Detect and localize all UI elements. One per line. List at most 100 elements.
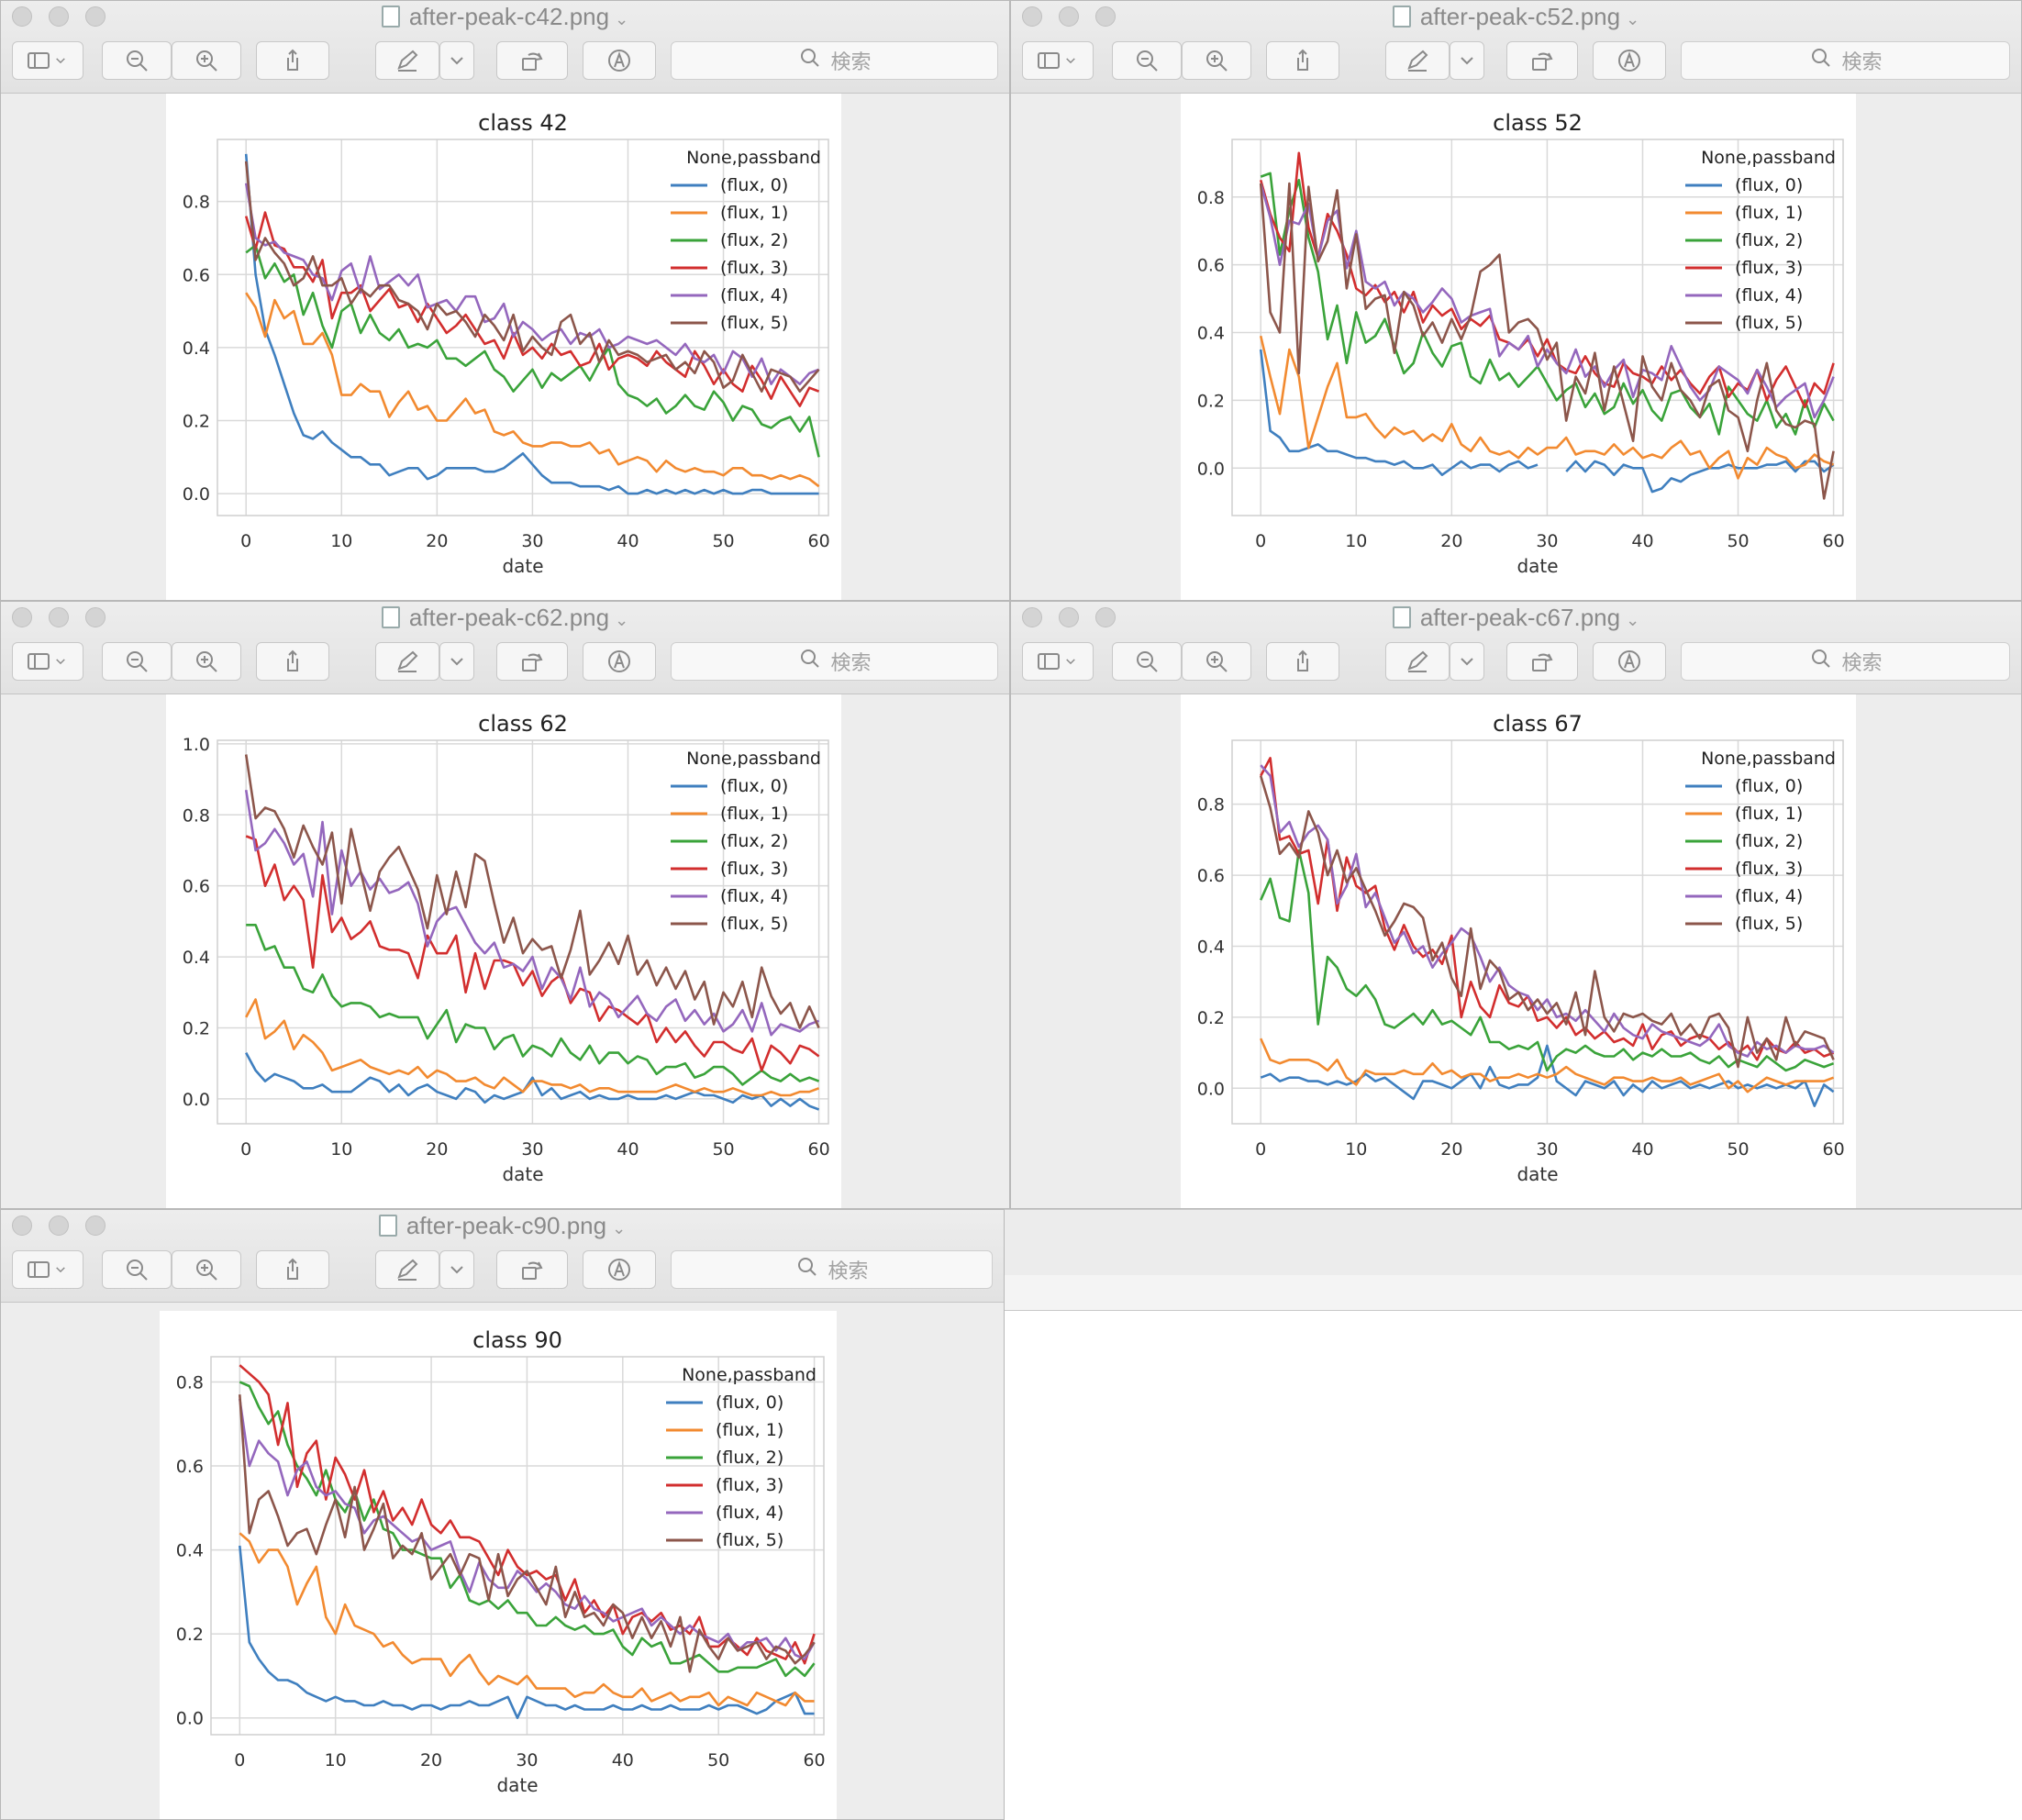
- x-tick-label: 40: [1631, 531, 1653, 551]
- series-line-flux-0: [244, 153, 819, 495]
- rotate-icon: [519, 48, 545, 73]
- legend-entry-label: (flux, 5): [716, 1530, 783, 1550]
- title-chevron-down-icon[interactable]: ⌄: [615, 611, 629, 629]
- sidebar-view-button[interactable]: [12, 1250, 83, 1289]
- annotate-button[interactable]: [583, 1250, 656, 1289]
- markup-pen-icon: [394, 48, 420, 73]
- window-title[interactable]: after-peak-c67.png ⌄: [1011, 602, 2021, 636]
- search-field[interactable]: 検索: [671, 1250, 993, 1289]
- zoom-in-button[interactable]: [172, 41, 241, 80]
- search-field[interactable]: 検索: [1681, 41, 2010, 80]
- image-viewport[interactable]: class 52 0 10 20 30 40 50 60 0.0 0.2 0.4 0.6 0.8 date…: [1011, 94, 2021, 600]
- markup-menu-button[interactable]: [1450, 642, 1484, 681]
- zoom-out-button[interactable]: [1112, 642, 1182, 681]
- rotate-button[interactable]: [496, 41, 568, 80]
- sidebar-view-button[interactable]: [12, 642, 83, 681]
- zoom-in-button[interactable]: [172, 642, 241, 681]
- markup-menu-button[interactable]: [439, 1250, 474, 1289]
- preview-window-w90[interactable]: after-peak-c90.png ⌄ 検索 class 90 0 10 20 30 40 50…: [0, 1209, 1005, 1820]
- zoom-in-button[interactable]: [1182, 642, 1251, 681]
- markup-menu-button[interactable]: [439, 41, 474, 80]
- zoom-in-button[interactable]: [1182, 41, 1251, 80]
- title-chevron-down-icon[interactable]: ⌄: [612, 1219, 627, 1237]
- close-window-button[interactable]: [12, 1215, 32, 1236]
- rotate-button[interactable]: [496, 642, 568, 681]
- search-placeholder: 検索: [1841, 50, 1883, 73]
- search-field[interactable]: 検索: [671, 41, 998, 80]
- y-tick-label: 0.4: [183, 338, 210, 359]
- close-window-button[interactable]: [1022, 6, 1042, 27]
- image-viewport[interactable]: class 67 0 10 20 30 40 50 60 0.0 0.2 0.4 0.6 0.8 date…: [1011, 694, 2021, 1208]
- preview-window-w62[interactable]: after-peak-c62.png ⌄ 検索 class 62 0 10 20 30 40 50…: [0, 601, 1010, 1209]
- zoom-window-button[interactable]: [85, 1215, 106, 1236]
- share-button[interactable]: [256, 642, 329, 681]
- zoom-window-button[interactable]: [1095, 6, 1116, 27]
- share-button[interactable]: [256, 1250, 329, 1289]
- window-title[interactable]: after-peak-c42.png ⌄: [1, 1, 1009, 35]
- zoom-out-button[interactable]: [102, 642, 172, 681]
- search-field[interactable]: 検索: [671, 642, 998, 681]
- sidebar-icon: [26, 649, 51, 674]
- window-titlebar[interactable]: after-peak-c42.png ⌄ 検索: [1, 1, 1009, 94]
- minimize-window-button[interactable]: [49, 6, 69, 27]
- window-title[interactable]: after-peak-c52.png ⌄: [1011, 1, 2021, 35]
- markup-button[interactable]: [375, 1250, 439, 1289]
- rotate-button[interactable]: [496, 1250, 568, 1289]
- zoom-out-button[interactable]: [102, 41, 172, 80]
- zoom-window-button[interactable]: [85, 6, 106, 27]
- search-placeholder: 検索: [830, 50, 872, 73]
- close-window-button[interactable]: [12, 607, 32, 627]
- window-title[interactable]: after-peak-c90.png ⌄: [1, 1210, 1004, 1244]
- markup-button[interactable]: [375, 642, 439, 681]
- zoom-out-button[interactable]: [102, 1250, 172, 1289]
- sidebar-view-button[interactable]: [1022, 642, 1094, 681]
- annotate-button[interactable]: [583, 642, 656, 681]
- window-titlebar[interactable]: after-peak-c90.png ⌄ 検索: [1, 1210, 1004, 1303]
- image-viewport[interactable]: class 62 0 10 20 30 40 50 60 0.0 0.2 0.4 0.6 0.8 1.0 d…: [1, 694, 1009, 1208]
- rotate-button[interactable]: [1506, 41, 1578, 80]
- chart-title: class 62: [478, 711, 568, 737]
- sidebar-view-button[interactable]: [12, 41, 83, 80]
- window-titlebar[interactable]: after-peak-c62.png ⌄ 検索: [1, 602, 1009, 694]
- sidebar-view-button[interactable]: [1022, 41, 1094, 80]
- rotate-button[interactable]: [1506, 642, 1578, 681]
- markup-menu-button[interactable]: [1450, 41, 1484, 80]
- share-button[interactable]: [256, 41, 329, 80]
- minimize-window-button[interactable]: [1059, 6, 1079, 27]
- x-tick-label: 10: [1345, 531, 1367, 551]
- share-button[interactable]: [1266, 642, 1339, 681]
- annotate-button[interactable]: [583, 41, 656, 80]
- preview-window-w42[interactable]: after-peak-c42.png ⌄ 検索 class 42 0 10 20 30 40 50…: [0, 0, 1010, 601]
- markup-button[interactable]: [1385, 642, 1450, 681]
- minimize-window-button[interactable]: [1059, 607, 1079, 627]
- annotate-button[interactable]: [1593, 41, 1666, 80]
- close-window-button[interactable]: [1022, 607, 1042, 627]
- zoom-in-button[interactable]: [172, 1250, 241, 1289]
- search-field[interactable]: 検索: [1681, 642, 2010, 681]
- line-chart: class 62 0 10 20 30 40 50 60 0.0 0.2 0.4 0.6 0.8 1.0 d…: [183, 711, 830, 1185]
- image-viewport[interactable]: class 42 0 10 20 30 40 50 60 0.0 0.2 0.4 0.6 0.8 date…: [1, 94, 1009, 600]
- markup-button[interactable]: [375, 41, 439, 80]
- title-chevron-down-icon[interactable]: ⌄: [1626, 611, 1640, 629]
- minimize-window-button[interactable]: [49, 607, 69, 627]
- markup-button[interactable]: [1385, 41, 1450, 80]
- window-titlebar[interactable]: after-peak-c52.png ⌄ 検索: [1011, 1, 2021, 94]
- share-button[interactable]: [1266, 41, 1339, 80]
- zoom-window-button[interactable]: [85, 607, 106, 627]
- title-chevron-down-icon[interactable]: ⌄: [1626, 10, 1640, 28]
- series-line-flux-2: [245, 244, 820, 458]
- x-tick-label: 40: [612, 1750, 634, 1770]
- close-window-button[interactable]: [12, 6, 32, 27]
- preview-window-w52[interactable]: after-peak-c52.png ⌄ 検索 class 52 0 10 20 30 40 50…: [1010, 0, 2022, 601]
- window-title[interactable]: after-peak-c62.png ⌄: [1, 602, 1009, 636]
- zoom-window-button[interactable]: [1095, 607, 1116, 627]
- preview-window-w67[interactable]: after-peak-c67.png ⌄ 検索 class 67 0 10 20 30 40 50…: [1010, 601, 2022, 1209]
- document-icon: [378, 1215, 397, 1237]
- zoom-out-button[interactable]: [1112, 41, 1182, 80]
- title-chevron-down-icon[interactable]: ⌄: [615, 10, 629, 28]
- minimize-window-button[interactable]: [49, 1215, 69, 1236]
- annotate-button[interactable]: [1593, 642, 1666, 681]
- image-viewport[interactable]: class 90 0 10 20 30 40 50 60 0.0 0.2 0.4 0.6 0.8 date…: [1, 1303, 1004, 1819]
- window-titlebar[interactable]: after-peak-c67.png ⌄ 検索: [1011, 602, 2021, 694]
- markup-menu-button[interactable]: [439, 642, 474, 681]
